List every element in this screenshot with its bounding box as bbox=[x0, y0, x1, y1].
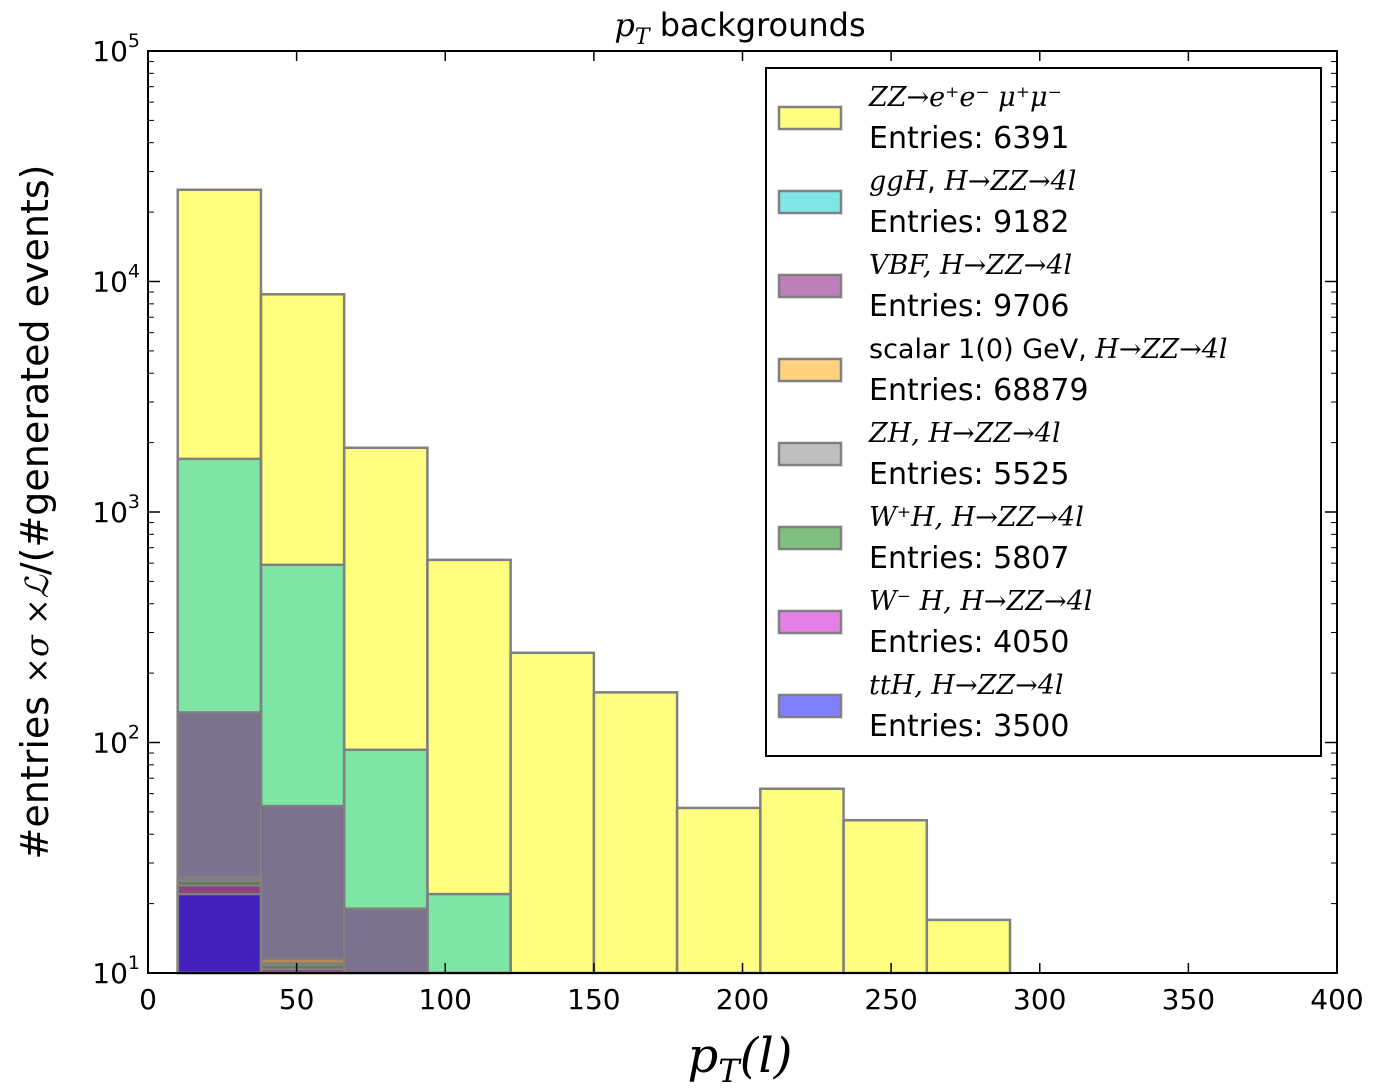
legend-series-name: ggH, H→ZZ→4l bbox=[869, 166, 1076, 197]
x-tick-label: 200 bbox=[716, 983, 769, 1016]
legend-swatch bbox=[777, 525, 843, 551]
legend-item: scalar 1(0) GeV, H→ZZ→4l Entries: 68879 bbox=[777, 334, 1228, 408]
bar bbox=[509, 651, 596, 975]
legend-series-name: W⁺H, H→ZZ→4l bbox=[869, 502, 1084, 533]
legend-entries: Entries: 9706 bbox=[869, 289, 1069, 324]
bar bbox=[342, 907, 429, 975]
bar bbox=[925, 918, 1012, 975]
legend-entries: Entries: 68879 bbox=[869, 373, 1089, 408]
legend-entries: Entries: 5525 bbox=[869, 457, 1069, 492]
legend-series-name: W⁻ H, H→ZZ→4l bbox=[869, 586, 1092, 617]
legend-frame bbox=[765, 67, 1322, 757]
x-tick-label: 400 bbox=[1310, 983, 1363, 1016]
bar bbox=[842, 818, 929, 975]
legend-series-name: ZH, H→ZZ→4l bbox=[868, 418, 1061, 449]
legend-item: ZZ→e⁺e⁻ μ⁺μ⁻ Entries: 6391 bbox=[777, 82, 1069, 156]
legend-series-name: ttH, H→ZZ→4l bbox=[869, 670, 1064, 701]
legend-swatch bbox=[777, 441, 843, 467]
legend-swatch bbox=[777, 693, 843, 719]
y-tick-label: 101 bbox=[92, 952, 140, 990]
x-tick-label: 150 bbox=[567, 983, 620, 1016]
legend-swatch bbox=[777, 189, 843, 215]
legend-series-name: VBF, H→ZZ→4l bbox=[869, 250, 1072, 281]
legend-series-name: scalar 1(0) GeV, H→ZZ→4l bbox=[869, 334, 1228, 365]
x-tick-label: 0 bbox=[139, 983, 157, 1016]
legend-entries: Entries: 4050 bbox=[869, 625, 1069, 660]
y-tick-label: 104 bbox=[92, 261, 140, 299]
x-tick-label: 250 bbox=[864, 983, 917, 1016]
y-tick-label: 103 bbox=[92, 491, 140, 529]
bar bbox=[675, 806, 762, 975]
bar bbox=[259, 804, 346, 975]
x-tick-label: 100 bbox=[419, 983, 472, 1016]
legend-swatch bbox=[777, 273, 843, 299]
x-tick-label: 350 bbox=[1162, 983, 1215, 1016]
chart-title: pT backgrounds bbox=[614, 6, 865, 50]
legend-entries: Entries: 5807 bbox=[869, 541, 1069, 576]
bar bbox=[426, 892, 512, 975]
legend: ZZ→e⁺e⁻ μ⁺μ⁻ Entries: 6391 ggH, H→ZZ→4l Ent… bbox=[765, 67, 1322, 757]
bar bbox=[759, 787, 845, 975]
x-tick-label: 50 bbox=[279, 983, 315, 1016]
legend-item: ggH, H→ZZ→4l Entries: 9182 bbox=[777, 166, 1076, 240]
legend-entries: Entries: 9182 bbox=[869, 205, 1069, 240]
legend-item: W⁺H, H→ZZ→4l Entries: 5807 bbox=[777, 502, 1084, 576]
y-tick-label: 102 bbox=[92, 722, 140, 760]
x-tick-label: 300 bbox=[1013, 983, 1066, 1016]
x-axis-label: pT(l) bbox=[688, 1028, 793, 1089]
legend-swatch bbox=[777, 357, 843, 383]
legend-item: ZH, H→ZZ→4l Entries: 5525 bbox=[777, 418, 1069, 492]
x-axis-ticks: 0 50 100 150 200 250 300 350 400 bbox=[139, 51, 1364, 1016]
bar bbox=[176, 892, 263, 975]
y-axis-label: #entries ×σ ×ℒ/(#generated events) bbox=[13, 165, 57, 860]
bar bbox=[592, 691, 679, 975]
legend-entries: Entries: 6391 bbox=[869, 121, 1069, 156]
legend-entries: Entries: 3500 bbox=[869, 709, 1069, 744]
legend-swatch bbox=[777, 105, 843, 131]
legend-series-name: ZZ→e⁺e⁻ μ⁺μ⁻ bbox=[868, 82, 1062, 113]
series-7 bbox=[176, 892, 263, 975]
histogram-bars bbox=[176, 188, 1012, 975]
legend-item: W⁻ H, H→ZZ→4l Entries: 4050 bbox=[777, 586, 1092, 660]
legend-item: VBF, H→ZZ→4l Entries: 9706 bbox=[777, 250, 1072, 324]
y-tick-label: 105 bbox=[92, 30, 140, 68]
legend-swatch bbox=[777, 609, 843, 635]
y-axis-ticks: 101 102 103 104 105 bbox=[92, 30, 1337, 990]
legend-item: ttH, H→ZZ→4l Entries: 3500 bbox=[777, 670, 1069, 744]
